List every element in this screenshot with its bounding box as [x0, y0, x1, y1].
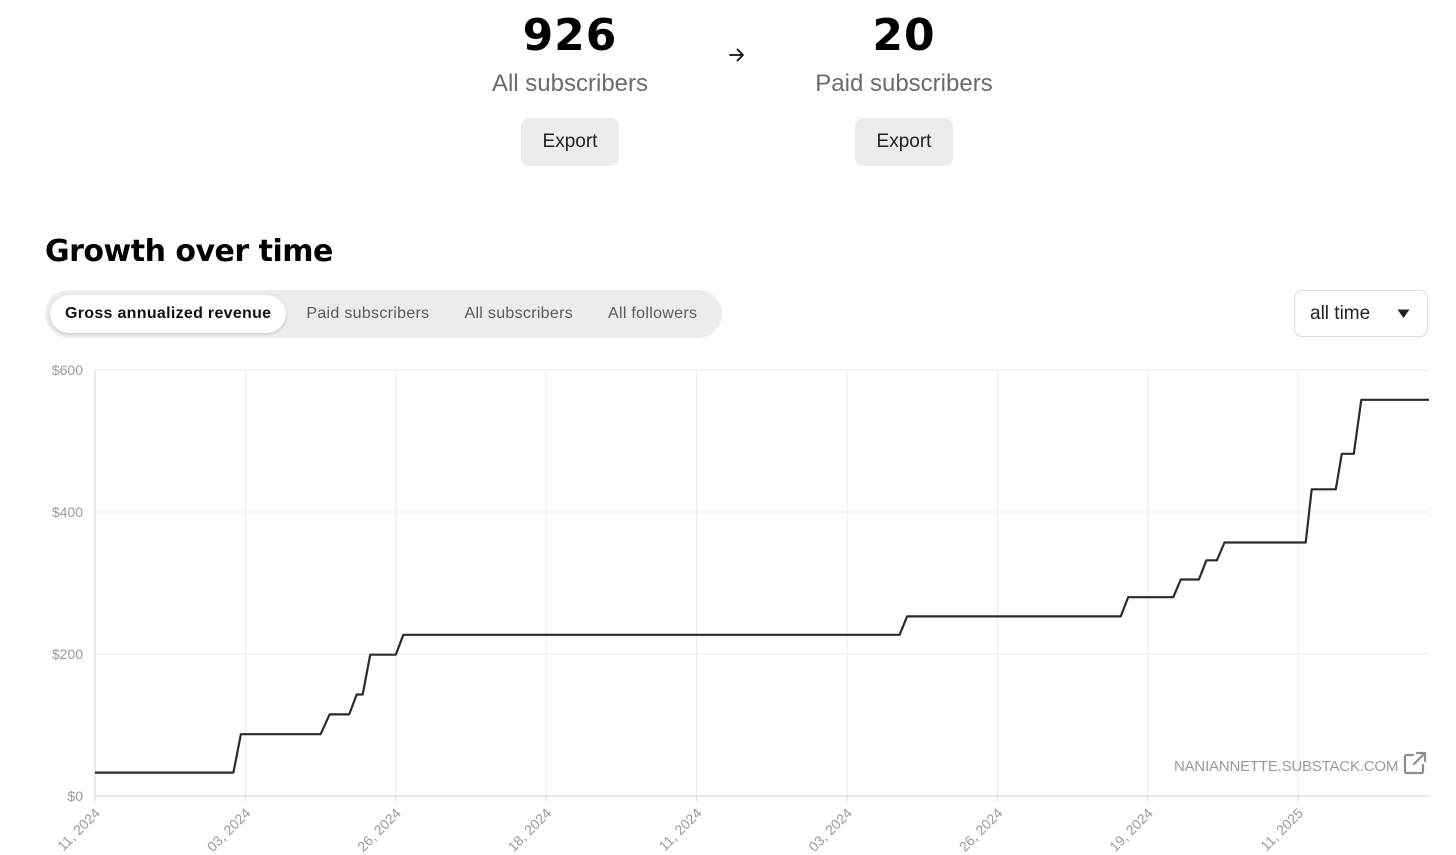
y-tick-label: $600 — [52, 362, 83, 378]
x-tick-label: 18, 2024 — [504, 805, 554, 855]
all-subscribers-label: All subscribers — [491, 70, 649, 97]
caret-down-icon — [1397, 309, 1410, 318]
tab-gross-annualized-revenue[interactable]: Gross annualized revenue — [50, 295, 287, 333]
section-title: Growth over time — [45, 234, 333, 269]
x-tick-label: 11, 2024 — [54, 805, 103, 854]
arrow-right-icon — [729, 48, 744, 62]
revenue-chart: $0 $200 $400 $600 11, 2024 03, 2024 26, 2024 18… — [52, 362, 1429, 855]
publication-watermark: NANIANNETTE.SUBSTACK.COM — [1174, 751, 1428, 781]
x-tick-label: 11, 2025 — [1257, 805, 1306, 854]
tab-all-subscribers[interactable]: All subscribers — [464, 305, 573, 322]
export-paid-subscribers-button[interactable]: Export — [855, 118, 953, 166]
y-tick-label: $0 — [67, 788, 83, 804]
x-tick-label: 03, 2024 — [204, 805, 254, 855]
external-link-icon[interactable] — [1402, 750, 1428, 776]
x-tick-label: 03, 2024 — [805, 805, 855, 855]
x-tick-label: 11, 2024 — [656, 805, 705, 854]
x-tick-label: 26, 2024 — [354, 805, 404, 855]
publication-url: NANIANNETTE.SUBSTACK.COM — [1174, 757, 1399, 775]
x-tick-label: 19, 2024 — [1106, 805, 1156, 855]
paid-subscribers-label: Paid subscribers — [815, 70, 993, 97]
tab-paid-subscribers[interactable]: Paid subscribers — [306, 305, 430, 322]
metric-tabs: Gross annualized revenue Paid subscriber… — [45, 290, 722, 338]
time-range-value: all time — [1310, 303, 1371, 324]
y-tick-label: $400 — [52, 504, 83, 520]
paid-subscribers-stat: 20 Paid subscribers Export — [774, 0, 1034, 166]
time-range-select[interactable]: all time — [1294, 290, 1428, 337]
revenue-series-line — [95, 398, 1429, 774]
y-tick-label: $200 — [52, 646, 83, 662]
all-subscribers-count: 926 — [522, 10, 618, 61]
all-subscribers-stat: 926 All subscribers Export — [440, 0, 700, 166]
paid-subscribers-count: 20 — [872, 10, 936, 61]
export-all-subscribers-button[interactable]: Export — [521, 118, 619, 166]
x-tick-label: 26, 2024 — [956, 805, 1006, 855]
tab-all-followers[interactable]: All followers — [608, 305, 698, 322]
